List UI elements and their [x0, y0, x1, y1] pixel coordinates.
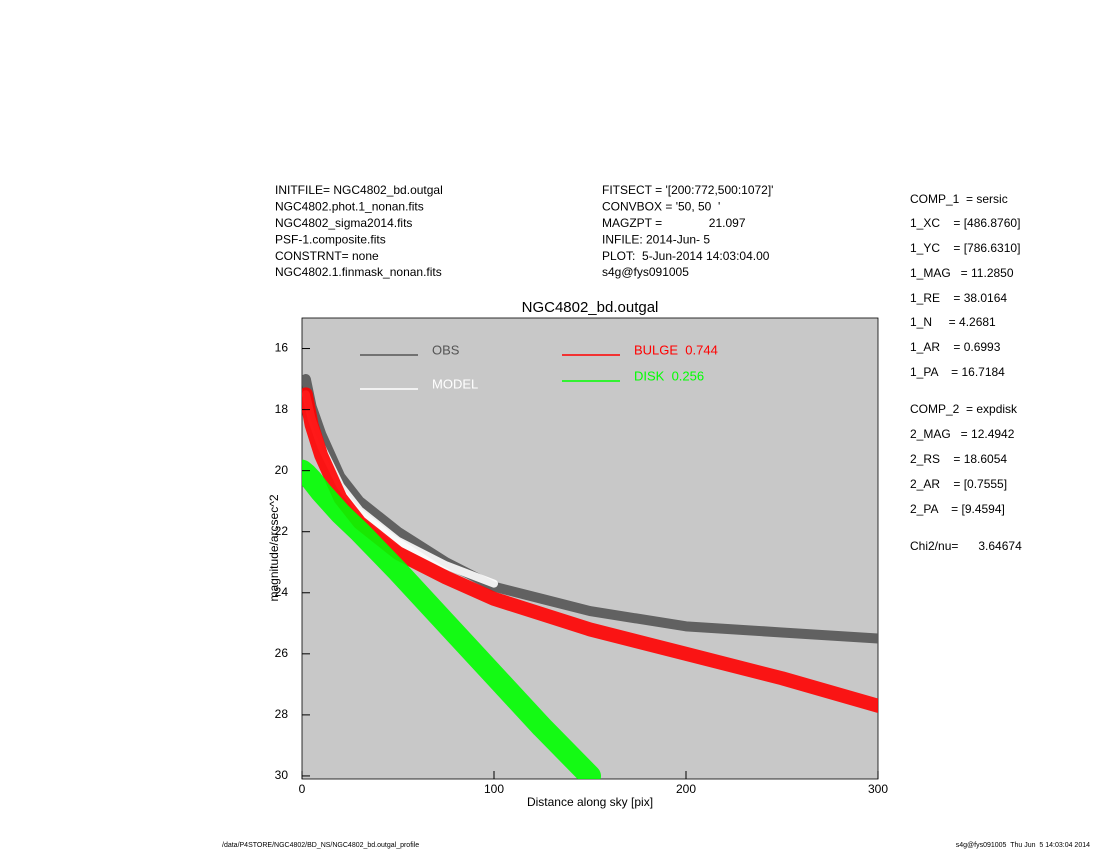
y-tick-label: 24 [275, 585, 289, 599]
parameter: 2_MAG = 12.4942 [910, 427, 1015, 441]
parameter: 1_PA = 16.7184 [910, 365, 1005, 379]
header-line: INITFILE= NGC4802_bd.outgal [275, 183, 443, 197]
parameter: 1_XC = [486.8760] [910, 216, 1020, 230]
header-line: PSF-1.composite.fits [275, 232, 386, 246]
y-axis-label: magnitude/arcsec^2 [267, 494, 281, 601]
header-line: PLOT: 5-Jun-2014 14:03:04.00 [602, 249, 770, 263]
header-line: MAGZPT = 21.097 [602, 216, 746, 230]
parameter: COMP_1 = sersic [910, 192, 1008, 206]
y-tick-label: 26 [275, 646, 289, 660]
y-tick-label: 28 [275, 707, 289, 721]
parameter: Chi2/nu= 3.64674 [910, 539, 1022, 553]
legend-label: DISK 0.256 [634, 368, 704, 383]
series-line [302, 459, 601, 779]
y-tick-label: 18 [275, 402, 289, 416]
parameter: 2_PA = [9.4594] [910, 502, 1005, 516]
y-tick-label: 30 [275, 768, 289, 782]
parameter: 2_AR = [0.7555] [910, 477, 1007, 491]
plot-content [302, 374, 878, 779]
header-line: FITSECT = '[200:772,500:1072]' [602, 183, 773, 197]
x-tick-label: 100 [484, 782, 504, 796]
legend-label: BULGE 0.744 [634, 342, 718, 357]
parameter: 1_MAG = 11.2850 [910, 266, 1014, 280]
header-line: INFILE: 2014-Jun- 5 [602, 232, 710, 246]
legend-label: OBS [432, 342, 460, 357]
x-tick-label: 0 [299, 782, 306, 796]
parameter: 1_N = 4.2681 [910, 315, 996, 329]
x-tick-label: 200 [676, 782, 696, 796]
parameter: 2_RS = 18.6054 [910, 452, 1007, 466]
parameter: 1_YC = [786.6310] [910, 241, 1020, 255]
legend-label: MODEL [432, 376, 478, 391]
series-line [302, 387, 878, 713]
header-line: s4g@fys091005 [602, 265, 689, 279]
header-line: CONVBOX = '50, 50 ' [602, 200, 720, 214]
x-axis-label: Distance along sky [pix] [527, 795, 653, 809]
header-line: NGC4802.phot.1_nonan.fits [275, 200, 424, 214]
parameter: COMP_2 = expdisk [910, 402, 1018, 416]
parameter: 1_RE = 38.0164 [910, 291, 1007, 305]
chart-title: NGC4802_bd.outgal [522, 299, 659, 316]
header-line: CONSTRNT= none [275, 249, 379, 263]
x-tick-label: 300 [868, 782, 888, 796]
y-tick-label: 22 [275, 524, 289, 538]
parameter: 1_AR = 0.6993 [910, 340, 1001, 354]
footer-stamp: s4g@fys091005 Thu Jun 5 14:03:04 2014 [956, 842, 1090, 849]
footer-path: /data/P4STORE/NGC4802/BD_NS/NGC4802_bd.o… [222, 842, 419, 849]
header-line: NGC4802_sigma2014.fits [275, 216, 412, 230]
header-line: NGC4802.1.finmask_nonan.fits [275, 265, 442, 279]
y-tick-label: 20 [275, 463, 289, 477]
y-tick-label: 16 [275, 341, 289, 355]
